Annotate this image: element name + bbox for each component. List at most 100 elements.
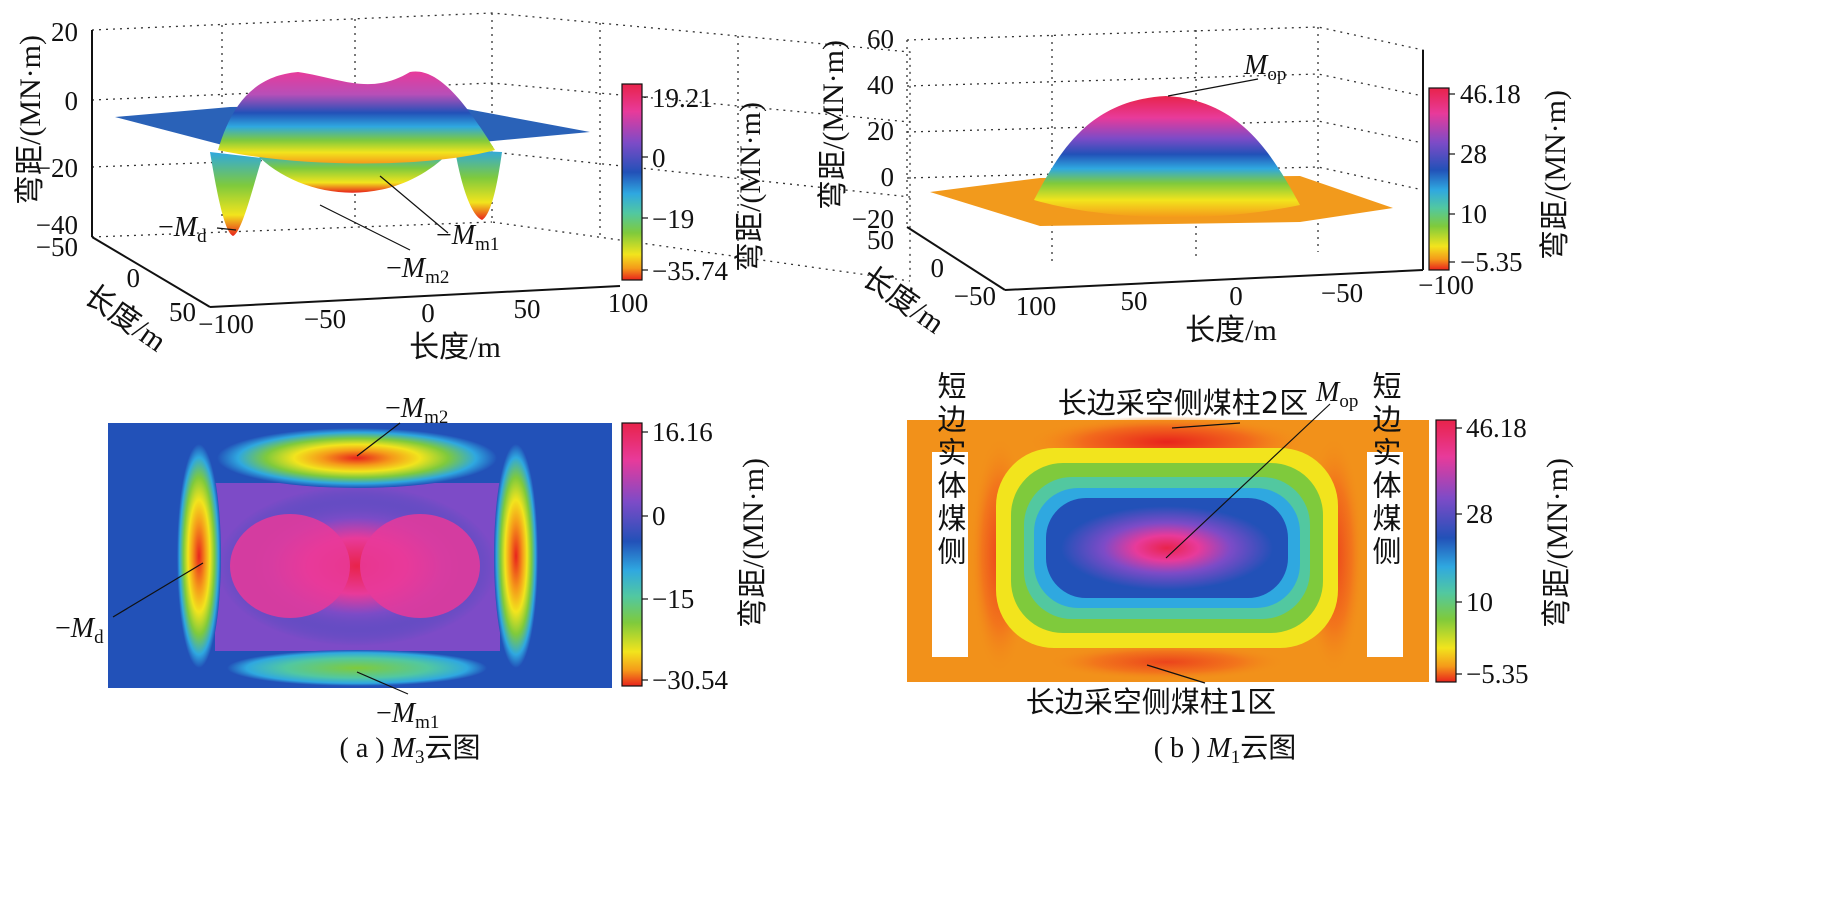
svg-text:−Md: −Md: [55, 613, 104, 648]
panel-a-contour-colorbar: 16.16 0 −15 −30.54 弯距/(MN·m): [621, 417, 770, 695]
panel-a-surface-annotation-mm1: −Mm1: [436, 220, 499, 255]
colorbar-label: 弯距/(MN·m): [734, 102, 767, 272]
panel-b-right-label: 短边实体煤侧: [1368, 371, 1402, 569]
svg-text:−Mm1: −Mm1: [436, 220, 499, 255]
panel-a-surface-yticks: −50 0 50: [36, 232, 196, 327]
colorbar-tick: 10: [1460, 199, 1487, 229]
colorbar-tick: 46.18: [1466, 413, 1527, 443]
z-tick: −40: [36, 210, 78, 240]
panel-a-contour-annotation-mm2: −Mm2: [385, 393, 448, 428]
y-tick: 50: [867, 225, 894, 255]
panel-a-xlabel: 长度/m: [409, 331, 501, 364]
panel-b-axes: [906, 50, 1424, 291]
x-tick: −50: [1321, 278, 1363, 308]
contour-center: [1061, 506, 1273, 590]
colorbar-tick: 0: [652, 143, 666, 173]
y-tick: 0: [127, 263, 141, 293]
svg-text:Mop: Mop: [1243, 50, 1286, 85]
panel-b-contour-colorbar: 46.18 28 10 −5.35 弯距/(MN·m): [1435, 413, 1574, 689]
panel-a-contour-annotation-mm1: −Mm1: [376, 698, 439, 733]
surface-dip-right: [455, 150, 502, 220]
x-tick: −100: [1418, 270, 1474, 300]
colorbar-tick: 0: [652, 501, 666, 531]
panel-b-surface-yticks: 50 0 −50: [867, 225, 996, 311]
z-tick: 40: [867, 70, 894, 100]
panel-b-surface: [906, 26, 1424, 291]
x-tick: 50: [1121, 286, 1148, 316]
panel-b-caption: ( b ) M1云图: [1154, 733, 1297, 768]
panel-a-axes: [91, 30, 621, 308]
contour-left-ring: [177, 444, 221, 668]
colorbar-tick: 19.21: [652, 83, 713, 113]
panel-b-surface-xticks: 100 50 0 −50 −100: [1016, 270, 1474, 321]
panel-b-contour: [907, 403, 1429, 684]
panel-b-surface-zticks: 60 40 20 0 −20: [852, 24, 894, 234]
x-tick: 100: [608, 288, 649, 318]
x-tick: 100: [1016, 291, 1057, 321]
surface-dip-left: [210, 152, 262, 236]
panel-a-surface-xticks: −100 −50 0 50 100: [198, 288, 648, 339]
panel-a-contour-annotation-md: −Md: [55, 613, 104, 648]
y-tick: −50: [36, 232, 78, 262]
colorbar-tick: −35.74: [652, 256, 728, 286]
z-tick: 20: [867, 116, 894, 146]
contour-top-ring: [217, 428, 497, 488]
z-tick: −20: [852, 204, 894, 234]
left-label-box: [932, 452, 968, 657]
panel-b-contour-annotation-mop: Mop: [1315, 377, 1358, 412]
panel-a-surface-mesh: [115, 71, 590, 236]
colorbar-tick: −5.35: [1460, 247, 1522, 277]
svg-text:−Mm2: −Mm2: [386, 253, 449, 288]
z-tick: 0: [881, 162, 895, 192]
right-label-box: [1367, 452, 1403, 657]
panel-b-xlabel: 长度/m: [1185, 314, 1277, 347]
panel-b-surface-colorbar: 46.18 28 10 −5.35 弯距/(MN·m): [1428, 79, 1572, 277]
contour-right-ring: [494, 444, 538, 668]
panel-b-top-label: 长边采空侧煤柱2区: [1058, 386, 1308, 420]
colorbar-tick: 46.18: [1460, 79, 1521, 109]
colorbar-tick: 10: [1466, 587, 1493, 617]
colorbar-tick: 28: [1466, 499, 1493, 529]
panel-b-bottom-label: 长边采空侧煤柱1区: [1026, 685, 1276, 719]
x-tick: 0: [1229, 281, 1243, 311]
svg-text:Mop: Mop: [1315, 377, 1358, 412]
y-tick: −50: [954, 281, 996, 311]
x-tick: 50: [514, 294, 541, 324]
panel-b-zlabel: 弯距/(MN·m): [817, 40, 850, 210]
colorbar-tick: −19: [652, 204, 694, 234]
colorbar-tick: −30.54: [652, 665, 728, 695]
panel-a-surface-zticks: 20 0 −20 −40: [36, 17, 78, 240]
z-tick: −20: [36, 153, 78, 183]
y-tick: 50: [169, 297, 196, 327]
panel-a-zlabel: 弯距/(MN·m): [14, 35, 47, 205]
panel-b-left-label: 短边实体煤侧: [933, 371, 967, 569]
x-tick: −100: [198, 309, 254, 339]
z-tick: 60: [867, 24, 894, 54]
x-tick: 0: [421, 298, 435, 328]
y-tick: 0: [931, 253, 945, 283]
svg-text:−Md: −Md: [158, 212, 207, 247]
panel-a-caption: ( a ) M3云图: [340, 733, 481, 768]
panel-a-surface-colorbar: 19.21 0 −19 −35.74 弯距/(MN·m): [621, 83, 767, 286]
panel-a-contour: [108, 422, 612, 695]
colorbar-tick: 16.16: [652, 417, 713, 447]
svg-text:−Mm1: −Mm1: [376, 698, 439, 733]
panel-a-3d-box: [91, 12, 911, 282]
panel-a-annotation-lines: [216, 175, 449, 251]
panel-a-surface: [91, 12, 911, 308]
panel-b-surface-mesh: [930, 96, 1393, 226]
z-tick: 0: [65, 86, 79, 116]
colorbar-label: 弯距/(MN·m): [737, 458, 770, 628]
svg-text:−Mm2: −Mm2: [385, 393, 448, 428]
panel-a-ylabel: 长度/m: [78, 279, 172, 359]
colorbar-label: 弯距/(MN·m): [1539, 90, 1572, 260]
colorbar-tick: 28: [1460, 139, 1487, 169]
colorbar-tick: −15: [652, 584, 694, 614]
surface-dome: [218, 71, 495, 164]
x-tick: −50: [304, 304, 346, 334]
z-tick: 20: [51, 17, 78, 47]
panel-a-surface-annotation-mm2: −Mm2: [386, 253, 449, 288]
panel-a-surface-annotation-md: −Md: [158, 212, 207, 247]
panel-b-surface-annotation-mop: Mop: [1243, 50, 1286, 85]
